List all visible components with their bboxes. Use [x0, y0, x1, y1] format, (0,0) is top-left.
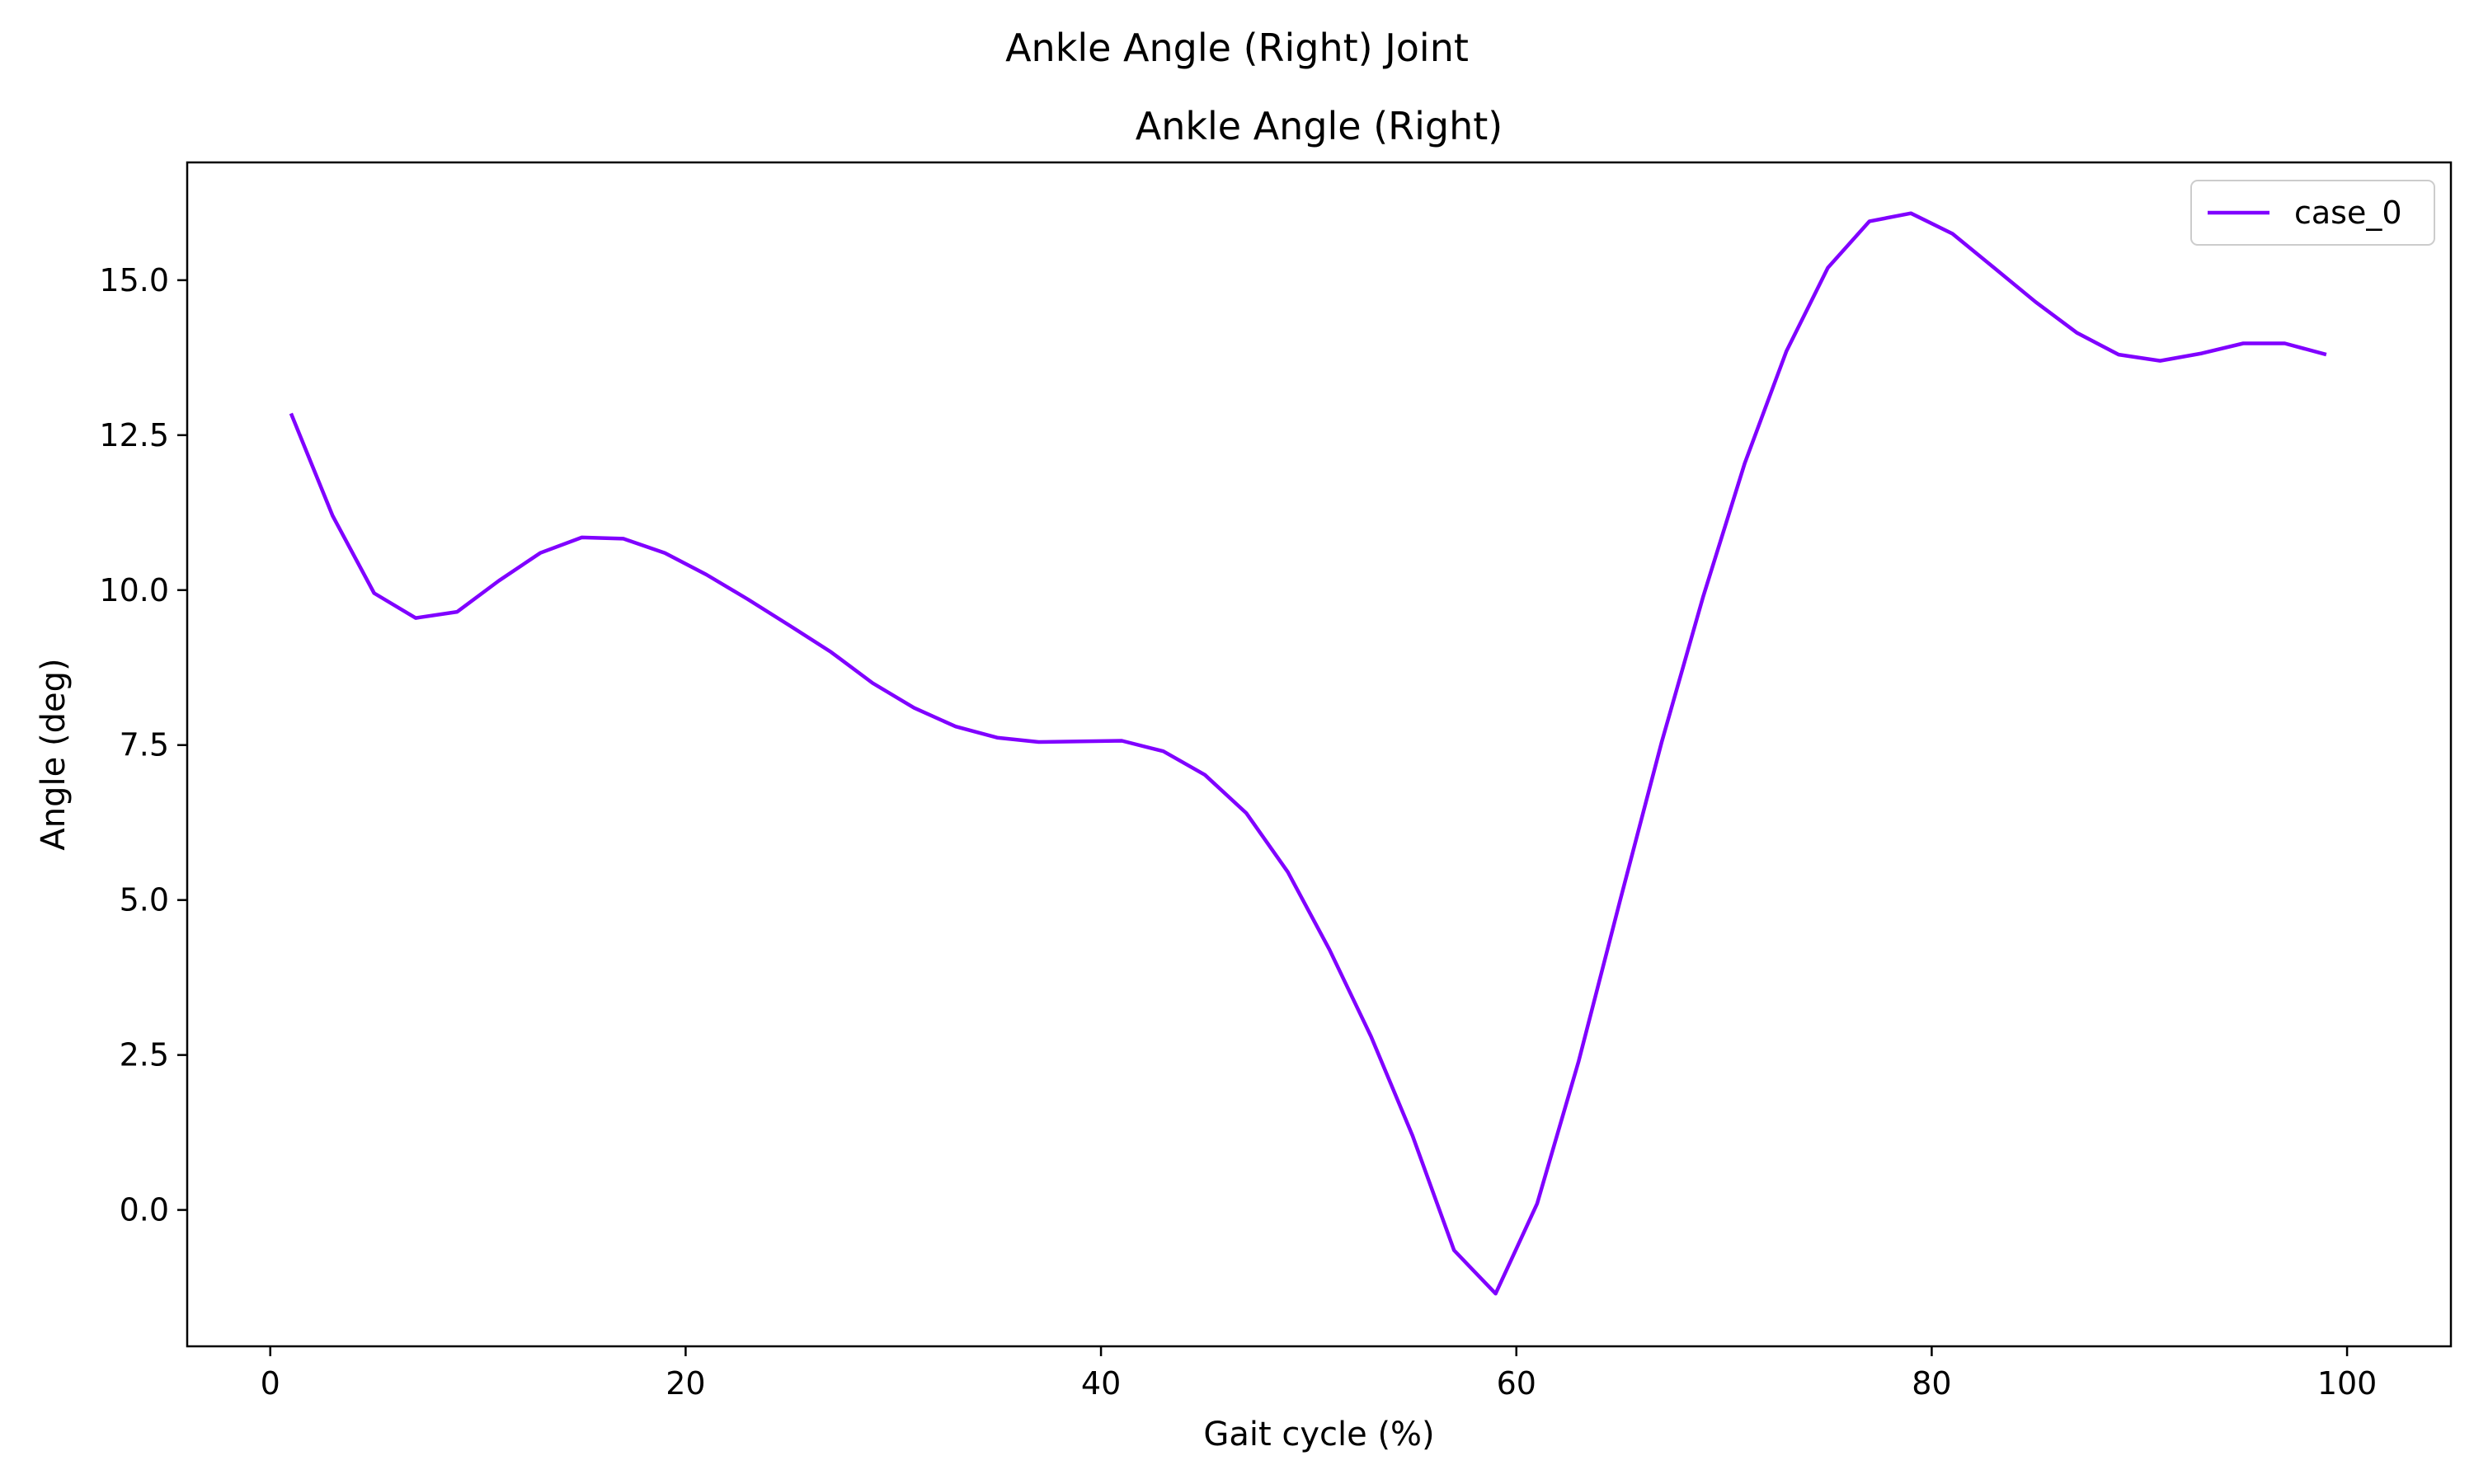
x-axis-label: Gait cycle (%) [1203, 1416, 1434, 1453]
y-tick-label: 5.0 [120, 882, 169, 918]
x-tick-label: 60 [1497, 1365, 1536, 1402]
figure-title: Ankle Angle (Right) Joint [1005, 26, 1469, 70]
y-tick-label: 0.0 [120, 1192, 169, 1228]
y-tick-label: 7.5 [120, 727, 169, 763]
legend-label: case_0 [2294, 195, 2402, 231]
plot-frame [186, 161, 2453, 1348]
legend-box [2190, 180, 2435, 246]
y-tick-label: 2.5 [120, 1037, 169, 1073]
x-tick-label: 100 [2317, 1365, 2378, 1402]
y-tick-label: 15.0 [99, 262, 169, 298]
y-tick-label: 12.5 [99, 417, 169, 453]
y-tick-label: 10.0 [99, 572, 169, 608]
series-line-case_0 [289, 211, 2327, 1296]
x-tick-label: 20 [666, 1365, 705, 1402]
x-tick-label: 40 [1081, 1365, 1121, 1402]
plot-area: Ankle Angle (Right) 0 20 40 60 80 100 0.0 2.5 5.0… [35, 104, 2453, 1453]
x-tick-label: 0 [261, 1365, 280, 1402]
legend: case_0 [2190, 180, 2435, 246]
plot-title: Ankle Angle (Right) [1136, 104, 1503, 148]
x-tick-label: 80 [1912, 1365, 1951, 1402]
y-axis-label: Angle (deg) [35, 658, 73, 850]
